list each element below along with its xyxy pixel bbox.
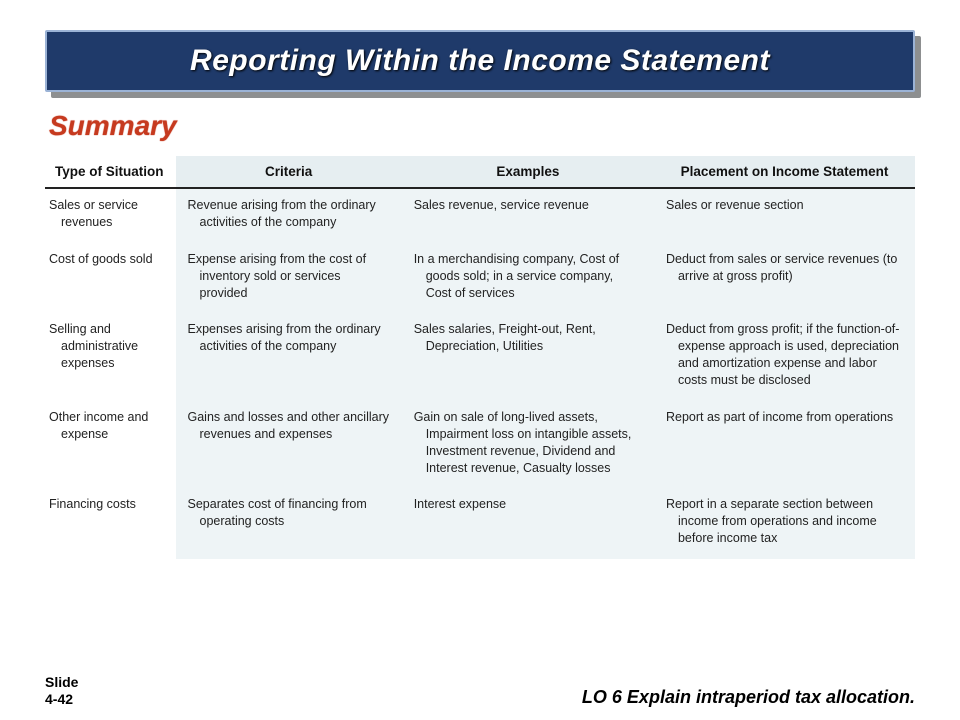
- summary-heading: Summary: [49, 110, 915, 142]
- col-header-criteria: Criteria: [176, 156, 402, 188]
- col-header-examples: Examples: [402, 156, 654, 188]
- col-header-type: Type of Situation: [45, 156, 176, 188]
- cell-placement: Report as part of income from operations: [666, 409, 903, 426]
- cell-type: Other income and expense: [49, 409, 168, 443]
- title-banner-inner: Reporting Within the Income Statement: [45, 30, 915, 92]
- cell-examples: Gain on sale of long-lived assets, Impai…: [414, 409, 642, 477]
- summary-table-wrap: Type of Situation Criteria Examples Plac…: [45, 156, 915, 559]
- col-header-placement: Placement on Income Statement: [654, 156, 915, 188]
- cell-placement: Deduct from sales or service revenues (t…: [666, 251, 903, 285]
- cell-type: Selling and administrative expenses: [49, 321, 168, 372]
- table-row: Selling and administrative expenses Expe…: [45, 313, 915, 401]
- cell-criteria: Revenue arising from the ordinary activi…: [188, 197, 390, 231]
- summary-table: Type of Situation Criteria Examples Plac…: [45, 156, 915, 559]
- table-row: Cost of goods sold Expense arising from …: [45, 243, 915, 314]
- table-header-row: Type of Situation Criteria Examples Plac…: [45, 156, 915, 188]
- cell-criteria: Expense arising from the cost of invento…: [188, 251, 390, 302]
- cell-examples: Interest expense: [414, 496, 642, 513]
- cell-placement: Sales or revenue section: [666, 197, 903, 214]
- cell-examples: Sales revenue, service revenue: [414, 197, 642, 214]
- cell-criteria: Gains and losses and other ancillary rev…: [188, 409, 390, 443]
- learning-objective: LO 6 Explain intraperiod tax allocation.: [582, 687, 915, 708]
- table-row: Sales or service revenues Revenue arisin…: [45, 188, 915, 243]
- cell-placement: Deduct from gross profit; if the functio…: [666, 321, 903, 389]
- slide-number: Slide 4-42: [45, 674, 78, 708]
- cell-type: Sales or service revenues: [49, 197, 168, 231]
- cell-type: Financing costs: [49, 496, 168, 513]
- cell-type: Cost of goods sold: [49, 251, 168, 268]
- cell-criteria: Expenses arising from the ordinary activ…: [188, 321, 390, 355]
- title-banner: Reporting Within the Income Statement: [45, 30, 915, 92]
- slide-title: Reporting Within the Income Statement: [190, 44, 770, 78]
- table-row: Other income and expense Gains and losse…: [45, 401, 915, 489]
- cell-examples: In a merchandising company, Cost of good…: [414, 251, 642, 302]
- cell-criteria: Separates cost of financing from operati…: [188, 496, 390, 530]
- cell-placement: Report in a separate section between inc…: [666, 496, 903, 547]
- cell-examples: Sales salaries, Freight-out, Rent, Depre…: [414, 321, 642, 355]
- slide-label: Slide: [45, 674, 78, 690]
- slide-num: 4-42: [45, 691, 73, 707]
- slide-footer: Slide 4-42 LO 6 Explain intraperiod tax …: [45, 674, 915, 708]
- slide: Reporting Within the Income Statement Su…: [0, 0, 960, 720]
- table-row: Financing costs Separates cost of financ…: [45, 488, 915, 559]
